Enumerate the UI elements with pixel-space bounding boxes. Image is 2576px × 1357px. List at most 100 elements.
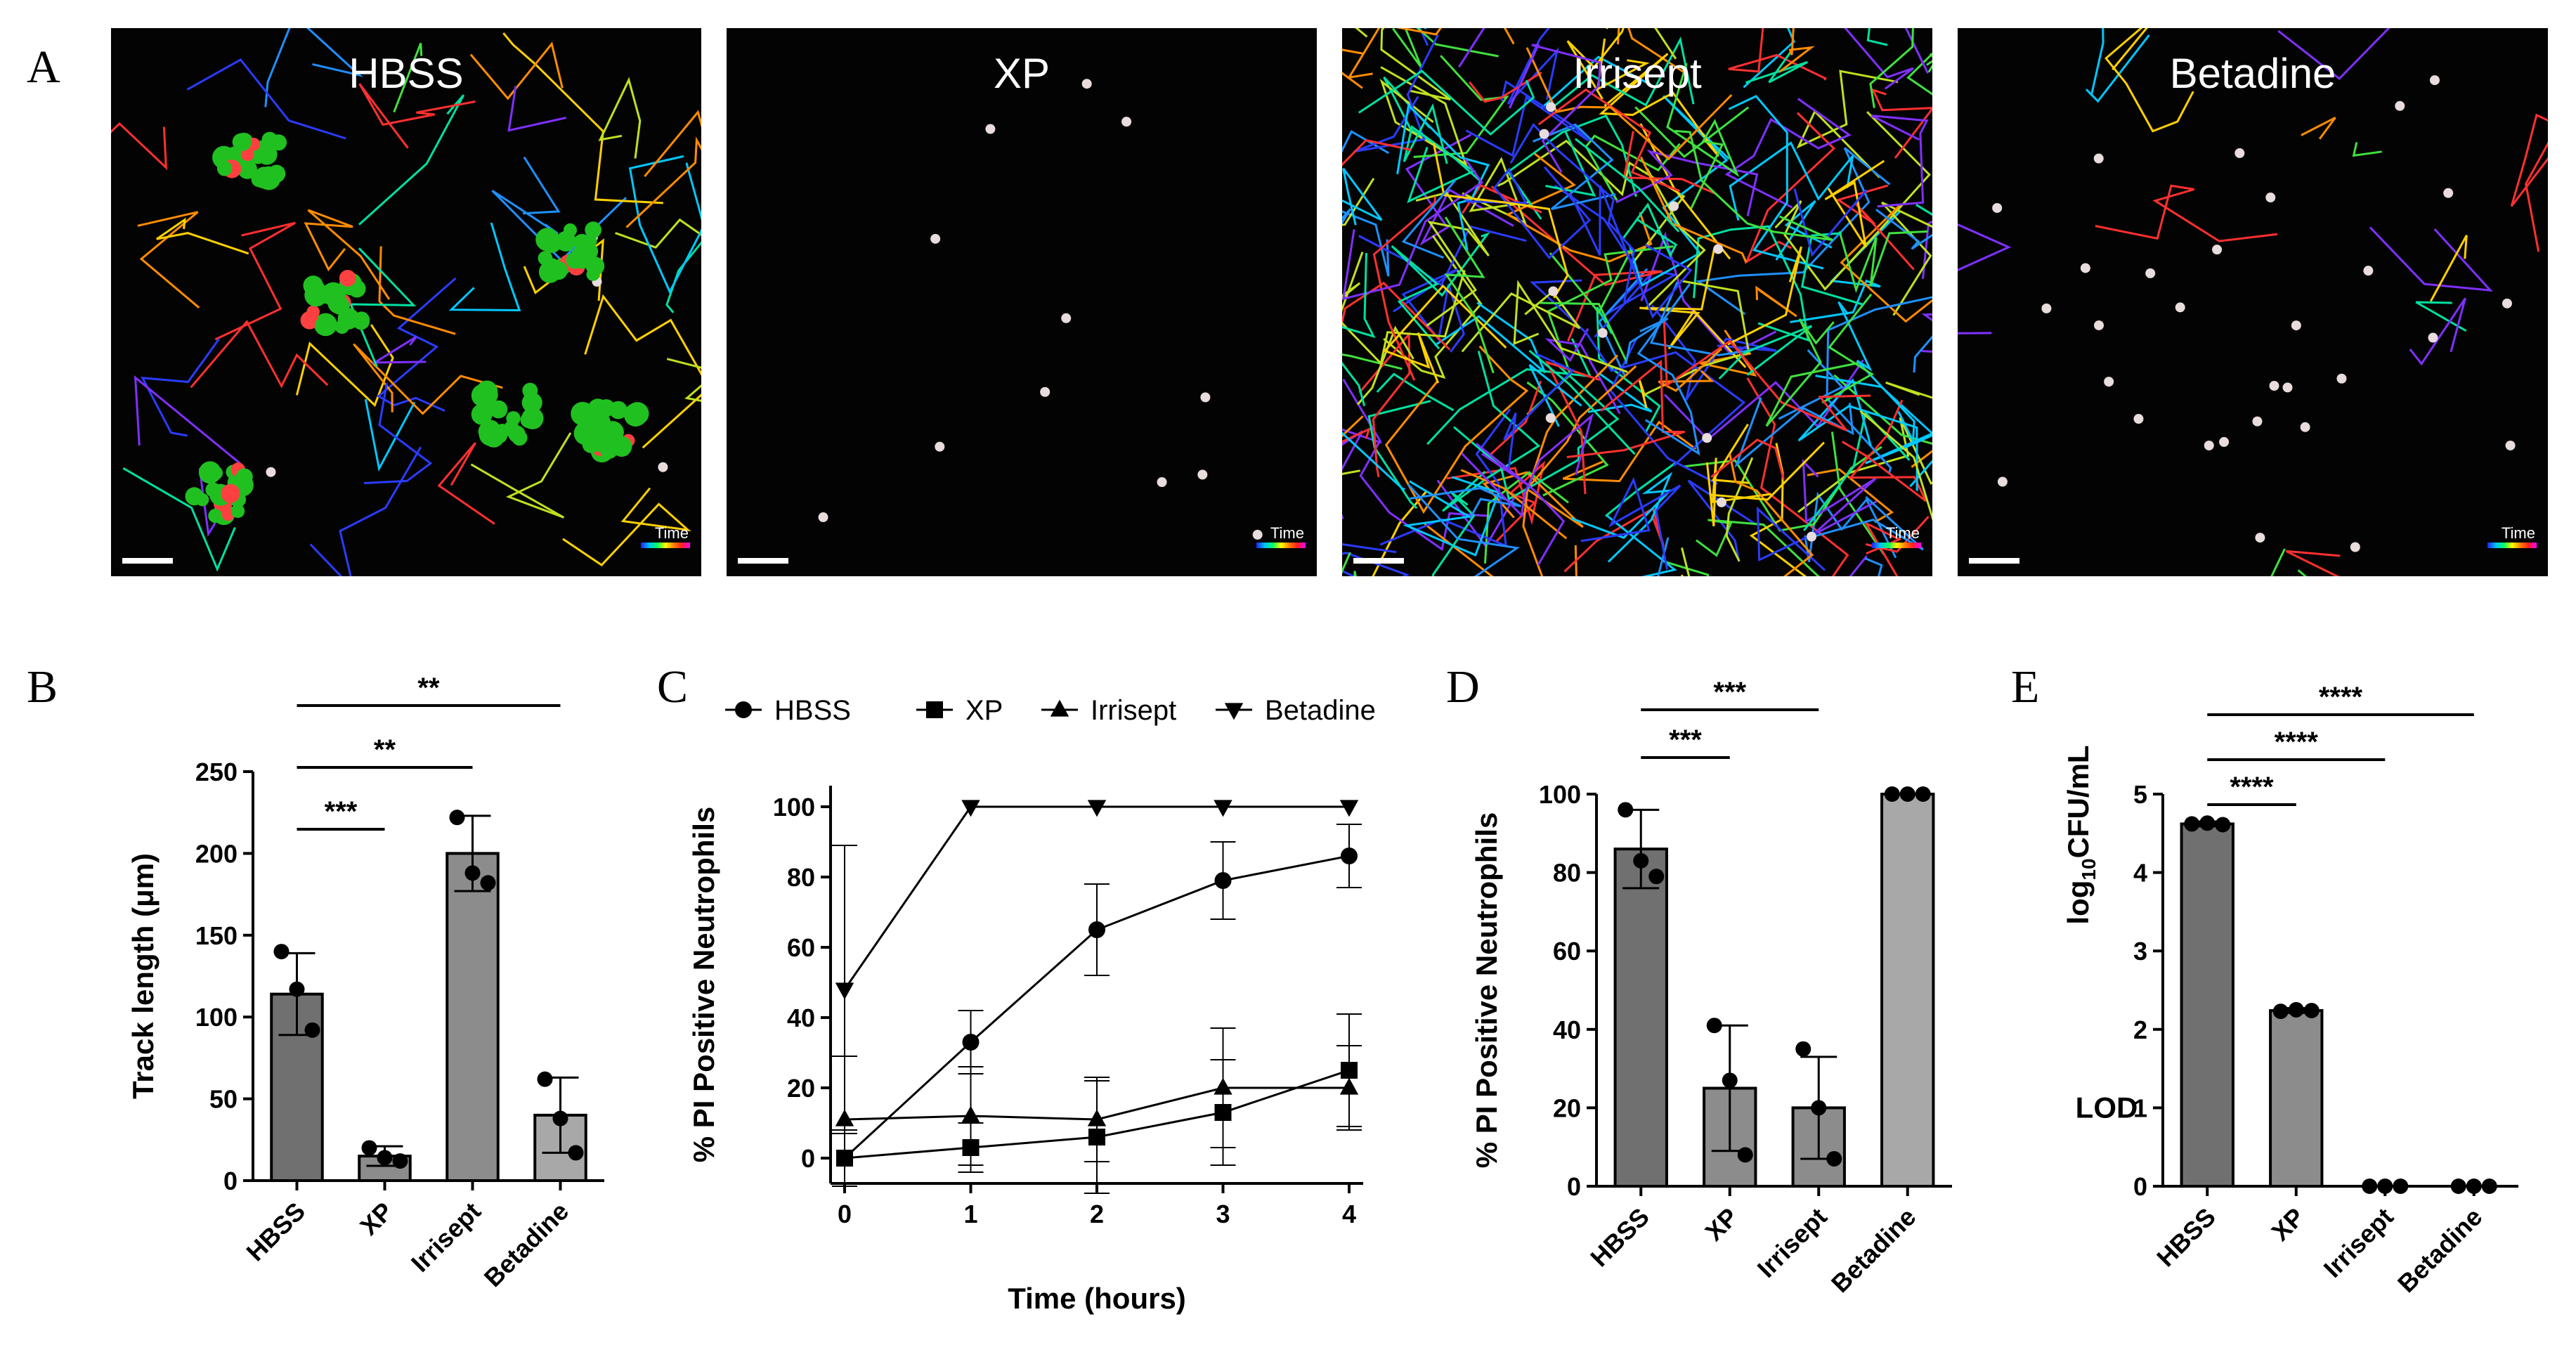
data-point xyxy=(1811,1100,1827,1116)
cell-spot xyxy=(935,441,945,452)
neutrophil-track xyxy=(1838,230,1928,294)
significance-label: **** xyxy=(2230,772,2274,803)
neutrophil-track xyxy=(1615,149,1759,216)
x-tick-label: HBSS xyxy=(1585,1202,1655,1273)
bacterium xyxy=(238,160,257,179)
x-tick-label: Betadine xyxy=(1826,1202,1922,1299)
neutrophil-track xyxy=(1596,306,1661,434)
cell-spot xyxy=(1545,413,1556,423)
neutrophil-track xyxy=(1696,519,1820,576)
neutrophil-track xyxy=(1433,301,1547,374)
data-point xyxy=(1633,852,1649,869)
cell-spot xyxy=(1546,102,1556,112)
neutrophil-track xyxy=(1649,281,1752,356)
neutrophil-track xyxy=(1724,98,1852,209)
x-tick-label: HBSS xyxy=(240,1197,311,1267)
data-point xyxy=(1826,1150,1842,1167)
bacterium xyxy=(221,483,240,503)
neutrophil-track xyxy=(1666,63,1740,209)
bacterium xyxy=(521,407,544,429)
cell-spot xyxy=(1252,529,1263,540)
neutrophil-track xyxy=(1869,28,1914,108)
series-marker xyxy=(1224,703,1244,720)
cell-spot xyxy=(1061,313,1072,323)
cell-spot xyxy=(2255,533,2265,543)
neutrophil-track xyxy=(1646,167,1706,309)
cell-spot xyxy=(2350,542,2360,552)
neutrophil-track xyxy=(448,222,521,312)
neutrophil-track xyxy=(502,32,663,204)
x-tick-label: 3 xyxy=(1216,1200,1230,1228)
y-tick-label: 0 xyxy=(223,1167,238,1195)
data-point xyxy=(2466,1179,2482,1194)
x-tick-label: Irrisept xyxy=(405,1197,486,1278)
bar xyxy=(2180,822,2235,1188)
data-point xyxy=(1722,1072,1738,1089)
data-point xyxy=(537,1071,553,1087)
neutrophil-track xyxy=(111,122,167,171)
neutrophil-track xyxy=(1640,231,1777,356)
y-tick-label: 4 xyxy=(2133,859,2147,888)
data-point xyxy=(2199,815,2216,831)
bacterium xyxy=(330,296,350,315)
neutrophil-track xyxy=(1424,523,1494,576)
time-colorbar xyxy=(2487,543,2537,548)
data-point xyxy=(1795,1041,1811,1057)
neutrophil-track xyxy=(1727,246,1802,346)
neutrophil-track xyxy=(1802,458,1878,536)
neutrophil-track xyxy=(1342,379,1490,552)
neutrophil-track xyxy=(190,320,329,389)
neutrophil-track xyxy=(309,446,422,576)
bacterium xyxy=(471,403,493,425)
neutrophil-track xyxy=(1800,232,1864,306)
cell-spot xyxy=(930,233,941,244)
bacterium xyxy=(256,143,278,165)
cell-spot xyxy=(2041,303,2052,313)
neutrophil-track xyxy=(1458,28,1485,68)
bacterium xyxy=(261,131,278,148)
neutrophil-track xyxy=(1347,28,1515,79)
bacterium xyxy=(240,148,254,162)
time-label: Time xyxy=(654,524,689,542)
neutrophil-track xyxy=(1342,431,1405,491)
data-point xyxy=(1706,1018,1722,1034)
neutrophil-track xyxy=(1342,552,1357,576)
neutrophil-track xyxy=(1743,28,1795,89)
neutrophil-track xyxy=(1596,38,1650,91)
cell-spot xyxy=(2145,268,2156,278)
data-point xyxy=(2362,1179,2378,1194)
neutrophil-track xyxy=(1663,560,1710,576)
y-tick-label: 1 xyxy=(2133,1093,2147,1122)
neutrophil-track xyxy=(1580,476,1681,570)
y-tick-label: 20 xyxy=(1553,1093,1581,1122)
neutrophil-track xyxy=(186,58,346,140)
legend-item: Irrisept xyxy=(1041,695,1176,726)
bacterium xyxy=(609,401,627,420)
neutrophil-track xyxy=(122,467,236,572)
neutrophil-track xyxy=(1403,476,1500,557)
neutrophil-track xyxy=(1505,151,1653,263)
bacterium xyxy=(471,384,495,408)
neutrophil-track xyxy=(1628,95,1730,287)
neutrophil-track xyxy=(1574,138,1680,233)
neutrophil-track xyxy=(1407,483,1520,576)
neutrophil-track xyxy=(1574,545,1578,576)
x-tick-label: 1 xyxy=(963,1200,977,1228)
y-tick-label: 80 xyxy=(787,863,815,892)
micrograph-title: Betadine xyxy=(2169,50,2336,97)
bacterium xyxy=(352,312,370,330)
neutrophil-track xyxy=(1793,188,1868,257)
neutrophil-track xyxy=(1342,138,1412,167)
series-marker xyxy=(1087,1109,1107,1126)
x-tick-label: 4 xyxy=(1342,1200,1356,1228)
cell-spot xyxy=(1807,531,1817,542)
neutrophil-track xyxy=(1755,285,1797,318)
data-point xyxy=(304,1022,320,1038)
bacterium xyxy=(570,245,594,269)
legend-label: HBSS xyxy=(774,695,851,726)
neutrophil-track xyxy=(1696,147,1891,316)
cell-spot xyxy=(2133,414,2144,424)
neutrophil-track xyxy=(1604,462,1677,517)
data-point xyxy=(273,944,290,960)
neutrophil-track xyxy=(523,156,561,215)
